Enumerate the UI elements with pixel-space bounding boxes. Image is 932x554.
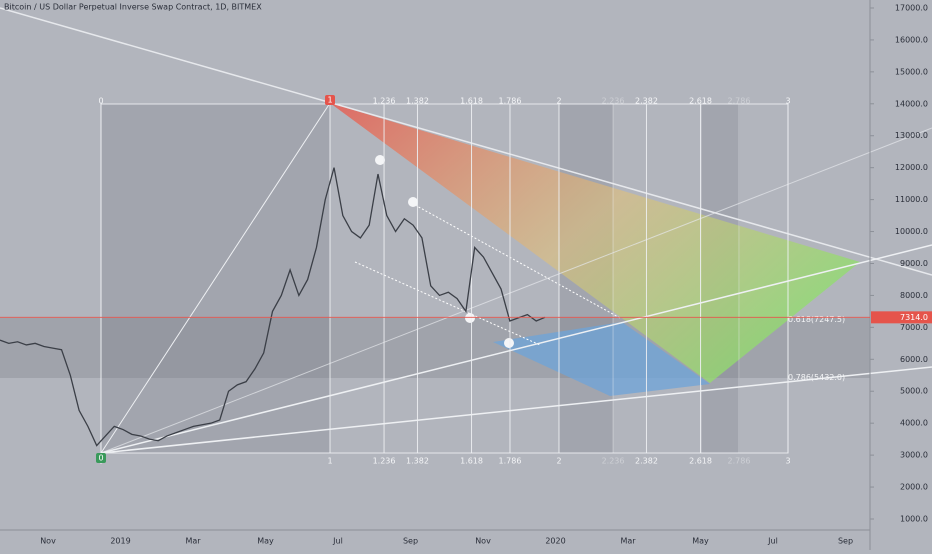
x-tick-label: May bbox=[692, 537, 709, 546]
fib-time-label: 0 bbox=[98, 97, 103, 106]
y-tick-label: 10000.0 bbox=[895, 227, 928, 236]
y-tick-label: 8000.0 bbox=[900, 291, 928, 300]
y-tick-label: 12000.0 bbox=[895, 163, 928, 172]
fib-time-label: 3 bbox=[785, 457, 790, 466]
last-price-box bbox=[871, 311, 932, 324]
y-tick-label: 14000.0 bbox=[895, 99, 928, 108]
x-tick-label: Sep bbox=[838, 537, 853, 546]
fib-time-label: 1.236 bbox=[373, 97, 396, 106]
x-tick-label: 2020 bbox=[545, 537, 565, 546]
fib-time-label: 2.236 bbox=[602, 97, 625, 106]
x-tick-label: Mar bbox=[185, 537, 201, 546]
y-tick-label: 2000.0 bbox=[900, 483, 928, 492]
fib-time-label: 1.382 bbox=[406, 457, 429, 466]
fib-time-label: 2 bbox=[556, 457, 561, 466]
marker-label: 1 bbox=[327, 96, 332, 105]
y-tick-label: 7000.0 bbox=[900, 323, 928, 332]
x-tick-label: 2019 bbox=[110, 537, 130, 546]
marker bbox=[96, 453, 106, 463]
y-tick-label: 5000.0 bbox=[900, 387, 928, 396]
fib-time-label: 2.786 bbox=[728, 457, 751, 466]
fib-time-label: 1.618 bbox=[460, 457, 483, 466]
fib-time-label: 2 bbox=[556, 97, 561, 106]
x-tick-label: Jul bbox=[767, 537, 778, 546]
fib-time-label: 1.382 bbox=[406, 97, 429, 106]
x-tick-label: Sep bbox=[403, 537, 418, 546]
fib-time-label: 1 bbox=[327, 457, 332, 466]
chart-title: Bitcoin / US Dollar Perpetual Inverse Sw… bbox=[4, 3, 262, 12]
price-line bbox=[0, 167, 546, 447]
fib-time-label: 3 bbox=[785, 97, 790, 106]
marker bbox=[325, 95, 335, 105]
y-tick-label: 16000.0 bbox=[895, 35, 928, 44]
fib-time-label: 2.382 bbox=[635, 457, 658, 466]
y-tick-label: 11000.0 bbox=[895, 195, 928, 204]
fib-time-label: 2.618 bbox=[689, 97, 712, 106]
fib-time-label: 2.382 bbox=[635, 97, 658, 106]
x-tick-label: Jul bbox=[332, 537, 343, 546]
y-tick-label: 1000.0 bbox=[900, 514, 928, 523]
fib-time-label: 1.618 bbox=[460, 97, 483, 106]
fib-time-label: 2.236 bbox=[602, 457, 625, 466]
x-tick-label: Nov bbox=[40, 537, 56, 546]
fib-time-label: 1.786 bbox=[499, 457, 522, 466]
fib-time-label: 1.786 bbox=[499, 97, 522, 106]
last-price-label: 7314.0 bbox=[900, 313, 928, 322]
fib-price-label: 0.786(5432.0) bbox=[788, 373, 845, 382]
y-tick-label: 17000.0 bbox=[895, 3, 928, 12]
x-tick-label: May bbox=[257, 537, 274, 546]
x-tick-label: Nov bbox=[475, 537, 491, 546]
fib-price-label: 0.618(7247.5) bbox=[788, 315, 845, 324]
fib-time-label: 2.786 bbox=[728, 97, 751, 106]
x-tick-label: Mar bbox=[620, 537, 636, 546]
y-tick-label: 6000.0 bbox=[900, 355, 928, 364]
fib-time-label: 1.236 bbox=[373, 457, 396, 466]
fib-time-label: 2.618 bbox=[689, 457, 712, 466]
marker-label: 0 bbox=[98, 454, 103, 463]
y-tick-label: 13000.0 bbox=[895, 131, 928, 140]
y-tick-label: 9000.0 bbox=[900, 259, 928, 268]
y-tick-label: 4000.0 bbox=[900, 419, 928, 428]
y-tick-label: 3000.0 bbox=[900, 451, 928, 460]
y-tick-label: 15000.0 bbox=[895, 67, 928, 76]
